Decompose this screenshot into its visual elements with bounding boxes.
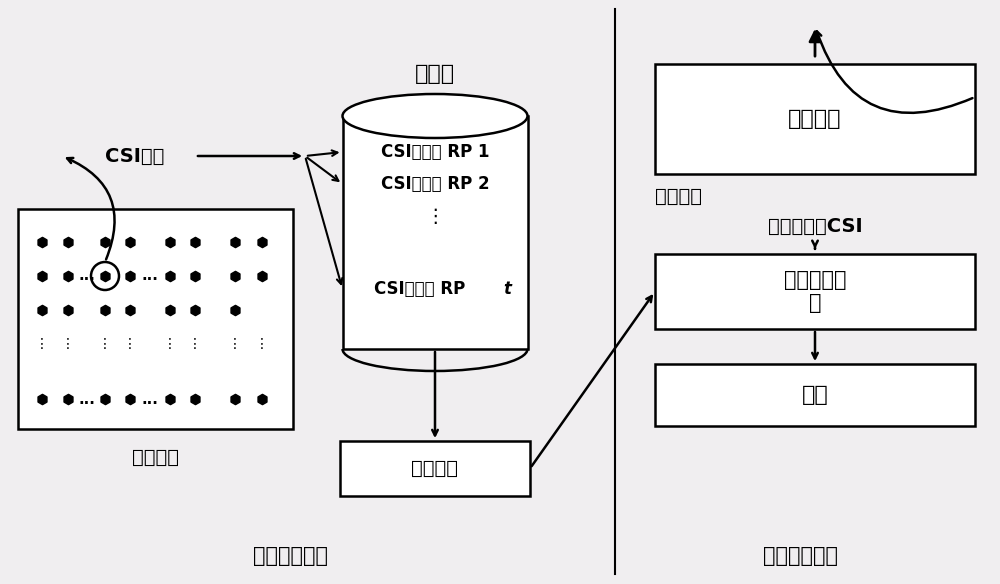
Text: 训练集: 训练集: [415, 64, 455, 84]
Text: CSI提取自 RP: CSI提取自 RP: [374, 280, 472, 298]
Point: [227, 394, 243, 404]
Text: ⋮: ⋮: [35, 337, 49, 351]
Text: 在线定位阶段: 在线定位阶段: [763, 546, 838, 566]
Point: [122, 237, 138, 246]
Point: [34, 394, 50, 404]
Text: ⋮: ⋮: [123, 337, 137, 351]
Text: ⋮: ⋮: [188, 337, 202, 351]
Point: [60, 394, 76, 404]
Text: 离线训练阶段: 离线训练阶段: [252, 546, 328, 566]
Point: [227, 237, 243, 246]
Point: [187, 272, 203, 281]
Point: [187, 305, 203, 315]
Text: 未知位置: 未知位置: [788, 109, 842, 129]
Text: ⋮: ⋮: [98, 337, 112, 351]
Point: [187, 237, 203, 246]
Bar: [655, 64, 975, 174]
Text: ⋮: ⋮: [163, 337, 177, 351]
Point: [227, 305, 243, 315]
Text: 定位区域: 定位区域: [655, 186, 702, 206]
Point: [254, 237, 270, 246]
Text: ⋮: ⋮: [228, 337, 242, 351]
Point: [34, 272, 50, 281]
Point: [97, 305, 113, 315]
Text: ...: ...: [79, 269, 95, 283]
Bar: [655, 364, 975, 426]
Bar: [342, 116, 528, 349]
Text: 训练模型: 训练模型: [412, 459, 458, 478]
Text: 训练好的模
型: 训练好的模 型: [784, 270, 846, 313]
Point: [162, 237, 178, 246]
Point: [227, 272, 243, 281]
Text: ⋮: ⋮: [255, 337, 269, 351]
Point: [254, 272, 270, 281]
Bar: [655, 254, 975, 329]
Point: [122, 394, 138, 404]
Text: CSI提取自 RP 1: CSI提取自 RP 1: [381, 143, 489, 161]
Point: [97, 394, 113, 404]
Point: [187, 394, 203, 404]
Ellipse shape: [342, 94, 528, 138]
Text: CSI提取自 RP 2: CSI提取自 RP 2: [381, 175, 489, 193]
Point: [162, 394, 178, 404]
Point: [34, 305, 50, 315]
Text: 待定位设备CSI: 待定位设备CSI: [768, 217, 862, 235]
Point: [34, 237, 50, 246]
Text: ...: ...: [142, 269, 158, 283]
Text: ⋮: ⋮: [61, 337, 75, 351]
Point: [60, 237, 76, 246]
Point: [162, 305, 178, 315]
Text: t: t: [503, 280, 511, 298]
Bar: [340, 441, 530, 496]
Text: ⋮: ⋮: [425, 207, 445, 225]
Point: [97, 237, 113, 246]
Point: [122, 272, 138, 281]
Text: 定位区域: 定位区域: [132, 447, 179, 467]
Text: 预测: 预测: [802, 385, 828, 405]
Point: [97, 272, 113, 281]
Point: [162, 272, 178, 281]
Text: ...: ...: [142, 391, 158, 406]
Point: [60, 305, 76, 315]
Point: [60, 272, 76, 281]
Point: [122, 305, 138, 315]
Bar: [18, 209, 293, 429]
Text: CSI样本: CSI样本: [105, 147, 165, 165]
Text: ...: ...: [79, 391, 95, 406]
Point: [254, 394, 270, 404]
